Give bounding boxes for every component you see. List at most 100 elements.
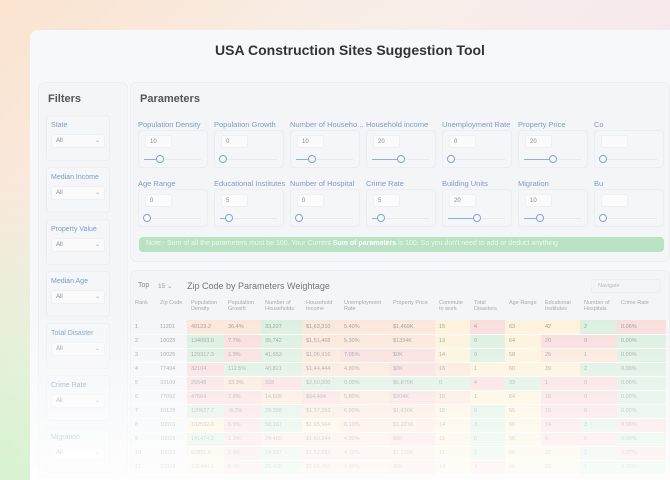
slider-thumb[interactable] bbox=[548, 155, 557, 163]
table-cell: 24,460 bbox=[261, 432, 302, 447]
parameter-input[interactable]: 20 bbox=[525, 135, 552, 148]
slider-thumb[interactable] bbox=[447, 155, 455, 163]
table-cell: 6.10% bbox=[340, 418, 389, 433]
filter-select[interactable]: All ⌄ bbox=[51, 238, 105, 252]
table-row[interactable]: 8 10016 102592.0 0.9% 50,167 $1,65,964 6.10% $1… bbox=[131, 418, 666, 433]
table-cell: 25548 bbox=[187, 376, 224, 391]
table-row[interactable]: 10 10022 92891.6 2.9% 24,597 $1,52,882 4.70% $1… bbox=[131, 446, 666, 461]
parameter-card: 5 bbox=[366, 189, 436, 227]
table-cell: 102592.0 bbox=[187, 418, 224, 433]
parameter-input[interactable]: 20 bbox=[373, 135, 400, 148]
parameter-input[interactable]: 20 bbox=[449, 194, 476, 207]
table-cell: 92891.6 bbox=[187, 446, 224, 461]
table-row[interactable]: 1 11201 49123.2 36.4% 33,227 $1,63,310 5.40% $1… bbox=[131, 320, 666, 335]
slider-thumb[interactable] bbox=[472, 214, 481, 222]
parameter-input[interactable]: 0 bbox=[221, 135, 248, 148]
table-cell: 6.00% bbox=[340, 404, 389, 419]
parameter-card: 10 bbox=[290, 130, 360, 168]
parameter-input[interactable] bbox=[601, 135, 628, 148]
parameter-input[interactable]: 0 bbox=[145, 194, 172, 207]
table-row[interactable]: 9 10028 141474.2 1.1% 24,460 $1,60,244 4.90% $0… bbox=[131, 432, 666, 447]
filter-median-income: Median Income All ⌄ bbox=[46, 167, 110, 213]
filter-select[interactable]: All ⌄ bbox=[51, 446, 105, 460]
parameter-label: Building Units bbox=[442, 179, 488, 188]
filter-select[interactable]: All ⌄ bbox=[51, 186, 105, 200]
filter-select[interactable]: All ⌄ bbox=[51, 134, 105, 148]
slider-thumb[interactable] bbox=[295, 214, 303, 222]
parameter-input[interactable]: 5 bbox=[221, 194, 248, 207]
table-cell: 1 bbox=[131, 320, 156, 335]
slider-thumb[interactable] bbox=[599, 155, 607, 163]
page-title: USA Construction Sites Suggestion Tool bbox=[215, 42, 485, 58]
filter-select[interactable]: All ⌄ bbox=[51, 342, 105, 356]
column-header[interactable]: Edcational Institutes bbox=[545, 300, 571, 312]
table-cell: $0K bbox=[389, 432, 435, 447]
table-cell: 1 bbox=[580, 460, 617, 475]
column-header[interactable]: Population Density bbox=[191, 300, 217, 312]
parameter-label: Number of Hospital bbox=[290, 179, 355, 188]
column-header[interactable]: Rank bbox=[135, 300, 148, 306]
slider-thumb[interactable] bbox=[377, 214, 386, 222]
parameter-card: 20 bbox=[366, 130, 436, 168]
column-header[interactable]: Total Disasters bbox=[474, 300, 497, 312]
table-cell: 0 bbox=[580, 390, 617, 405]
filter-select[interactable]: All ⌄ bbox=[51, 290, 105, 304]
table-cell: 14,509 bbox=[261, 390, 302, 405]
parameter-input[interactable]: 0 bbox=[449, 135, 476, 148]
filter-migration: Migration All ⌄ bbox=[46, 427, 110, 473]
table-row[interactable]: 5 33109 25548 33.3% 328 $2,50,000 0.00% $6,875K… bbox=[131, 376, 666, 391]
table-cell: 7.6% bbox=[224, 390, 261, 405]
table-cell: 50,167 bbox=[261, 418, 302, 433]
table-row[interactable]: 11 10024 105444.1 8.0% 29,425 $1,66,460 4.80% $… bbox=[131, 460, 666, 475]
table-cell: 105444.1 bbox=[187, 460, 224, 475]
column-header[interactable]: Crime Rate bbox=[621, 300, 649, 306]
table-cell: 4.80% bbox=[340, 460, 389, 475]
column-header[interactable]: Unemployment Rate bbox=[344, 300, 381, 312]
table-cell: 15 bbox=[541, 404, 580, 419]
filter-label: Crime Rate bbox=[51, 382, 87, 389]
column-header[interactable]: Age Range bbox=[509, 300, 537, 306]
table-row[interactable]: 6 77092 47664 7.6% 14,509 $64,494 5.80% $304K 16… bbox=[131, 390, 666, 405]
column-header[interactable]: Zip Code bbox=[160, 300, 183, 306]
parameter-label: Unemployment Rate bbox=[442, 120, 511, 129]
table-cell: 29 bbox=[541, 460, 580, 475]
parameter-input[interactable]: 10 bbox=[525, 194, 552, 207]
slider-thumb[interactable] bbox=[143, 214, 151, 222]
table-cell: 15 bbox=[435, 320, 470, 335]
top-count-select[interactable]: 15 ⌄ bbox=[158, 282, 173, 290]
slider-thumb[interactable] bbox=[535, 214, 544, 222]
column-header[interactable]: Commute to work bbox=[439, 300, 463, 312]
parameter-input[interactable]: 10 bbox=[297, 135, 324, 148]
slider-thumb[interactable] bbox=[307, 155, 316, 163]
table-cell: 4.90% bbox=[340, 432, 389, 447]
table-cell: 7.05% bbox=[340, 348, 389, 363]
column-header[interactable]: Number of Households bbox=[265, 300, 295, 312]
filter-label: Total Disaster bbox=[51, 330, 94, 337]
table-cell: 0.00% bbox=[617, 460, 666, 475]
parameter-input[interactable]: 10 bbox=[145, 135, 172, 148]
slider-thumb[interactable] bbox=[396, 155, 405, 163]
slider-thumb[interactable] bbox=[225, 214, 234, 222]
table-cell: 0.00% bbox=[617, 390, 666, 405]
filter-select[interactable]: All ⌄ bbox=[51, 394, 105, 408]
slider-track bbox=[372, 218, 429, 219]
slider-thumb[interactable] bbox=[599, 214, 607, 222]
parameter-input[interactable] bbox=[601, 194, 628, 207]
navigate-button[interactable]: Navigate bbox=[591, 279, 661, 293]
table-cell: 60 bbox=[505, 418, 541, 433]
parameter-input[interactable]: 5 bbox=[373, 194, 400, 207]
column-header[interactable]: Population Growth bbox=[228, 300, 254, 312]
column-header[interactable]: Property Price bbox=[393, 300, 428, 306]
slider-track bbox=[144, 159, 201, 160]
table-row[interactable]: 4 77494 32104 112.5% 40,821 $1,44,444 4.80% $0K… bbox=[131, 362, 666, 377]
table-row[interactable]: 2 10023 134093.9 7.7% 35,742 $1,51,468 5.30% $1… bbox=[131, 334, 666, 349]
column-header[interactable]: Household Income bbox=[306, 300, 333, 312]
slider-thumb[interactable] bbox=[219, 155, 227, 163]
table-row[interactable]: 7 10128 120627.7 -8.2% 29,328 $1,37,253 6.00% $… bbox=[131, 404, 666, 419]
parameter-input[interactable]: 0 bbox=[297, 194, 324, 207]
slider-track bbox=[144, 218, 201, 219]
slider-thumb[interactable] bbox=[155, 155, 164, 163]
table-row[interactable]: 3 10025 129317.3 2.9% 41,653 $1,06,916 7.05% $0… bbox=[131, 348, 666, 363]
column-header[interactable]: Number of Hospitals bbox=[584, 300, 610, 312]
parameter-card: 0 bbox=[442, 130, 512, 168]
